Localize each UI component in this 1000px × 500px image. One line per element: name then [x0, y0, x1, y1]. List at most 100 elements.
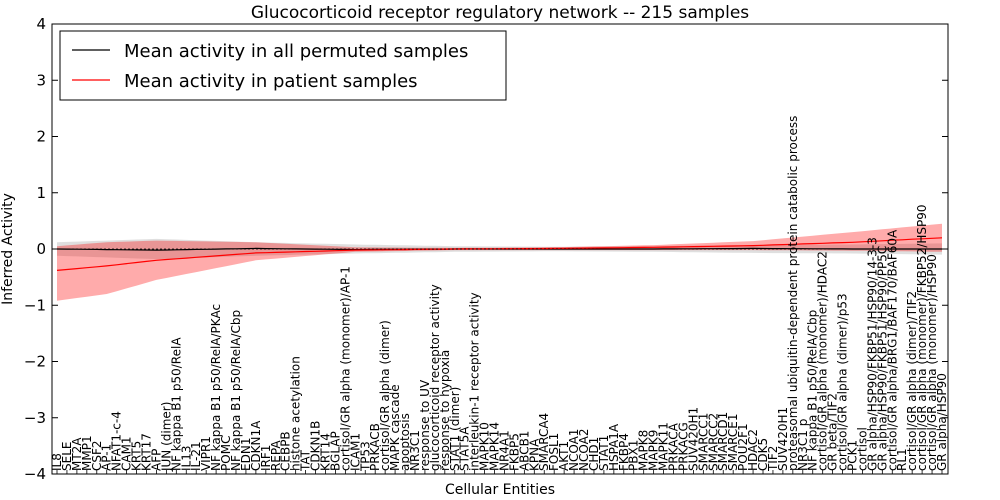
category-label: cortisol: [855, 427, 869, 471]
category-label: STAT1: [597, 435, 611, 471]
category-label: TIF2: [766, 446, 780, 472]
plot-frame: [51, 23, 949, 475]
y-tick-label: 2: [36, 128, 46, 146]
category-label: AFP: [149, 449, 163, 471]
category-label: NR3C1 p: [796, 419, 810, 471]
category-label: CAM1: [120, 436, 134, 471]
y-axis-ticks: −4 −3 −2 −1 0 1 2 3 4: [24, 15, 948, 483]
category-label: CDKN1A: [249, 420, 263, 471]
category-label: cortisol/GR alpha (monomer)/FKBP52/HSP90: [915, 204, 929, 471]
category-label: NFAT1-c-4: [110, 411, 124, 471]
y-tick-label: 1: [36, 184, 46, 202]
category-label: STAT5A: [458, 426, 472, 471]
y-tick-label: 0: [36, 240, 46, 258]
category-label: NF kappa B1 p50/RelA/Cbp: [229, 310, 243, 471]
y-tick-label: −3: [24, 409, 46, 427]
y-tick-label: −4: [24, 465, 46, 483]
category-label: FKBP4: [617, 433, 631, 471]
y-tick-label: −2: [24, 353, 46, 371]
category-label: cortisol/GR alpha (monomer)/AP-1: [338, 266, 352, 471]
category-label: glucocorticoid receptor activity: [428, 284, 442, 471]
category-label: GR alpha/HSP90: [935, 373, 949, 471]
category-label: BGLAP: [328, 431, 342, 471]
category-label: cortisol/GR alpha (dimer): [378, 320, 392, 471]
category-label: MAPK11: [657, 422, 671, 471]
category-label: IL13: [179, 446, 193, 472]
category-label: NR3C1: [408, 430, 422, 471]
y-tick-label: −1: [24, 296, 46, 314]
category-label: GR beta/TIF2: [826, 393, 840, 471]
legend-box: [59, 30, 507, 101]
legend-label-permuted: Mean activity in all permuted samples: [124, 41, 468, 62]
category-label: ABCB1: [517, 431, 531, 471]
category-label: KRT14: [319, 433, 333, 471]
category-label: REPA: [269, 440, 283, 471]
category-label: KRT5: [130, 441, 144, 471]
category-label: PRKACG: [677, 422, 691, 471]
category-labels: IL8SELEMT2AMMP1CSF2AP-1NFAT1-c-4CAM1KRT5…: [50, 116, 949, 474]
category-label: PBX1: [627, 440, 641, 471]
category-label: PRKACB: [368, 423, 382, 471]
category-label: NCOA1: [567, 429, 581, 471]
category-label: CHD1: [587, 437, 601, 471]
category-label: cortisol/GR alpha (monomer)/HSP90: [925, 254, 939, 471]
category-label: PCK1: [846, 440, 860, 471]
category-label: cortisol/GR alpha (dimer)/p53: [836, 293, 850, 471]
category-label: NF kappa B1 p50/RelA/Cbp: [806, 310, 820, 471]
category-label: TAT: [299, 449, 313, 472]
category-label: GR alpha/HSP90/FKBP51/HSP90/14-3-3: [865, 237, 879, 471]
category-label: cortisol/GR alpha (dimer)/TIF2: [905, 291, 919, 471]
category-label: ICAM1: [348, 433, 362, 471]
category-label: MAPK9: [647, 430, 661, 471]
category-label: NF kappa B1 p50/RelA: [169, 337, 183, 471]
category-label: SMARCA4: [537, 413, 551, 471]
legend-label-patient: Mean activity in patient samples: [124, 71, 418, 92]
category-label: AP-1: [100, 444, 114, 471]
line-patient: [56, 237, 943, 271]
category-label: POU2F1: [736, 423, 750, 471]
category-label: interleukin-1 receptor activity: [468, 292, 482, 471]
category-label: TP53: [358, 441, 372, 472]
category-label: MAPK cascade: [388, 384, 402, 471]
category-label: KPNA: [527, 438, 541, 471]
category-label: GR alpha/HSP90/FKBP51/HSP90/PP5C: [875, 246, 889, 471]
category-label: proteasomal ubiquitin-dependent protein …: [786, 116, 800, 471]
category-label: CDK5: [756, 438, 770, 471]
category-label: SUV420H1: [776, 407, 790, 471]
category-label: RL1: [895, 448, 909, 471]
category-label: SMARCD1: [716, 412, 730, 471]
legend: Mean activity in all permuted samples Me…: [59, 30, 507, 101]
band-patient: [57, 223, 942, 301]
category-label: CEBPB: [279, 431, 293, 471]
category-label: cortisol/GR alpha (monomer)/HDAC2: [816, 251, 830, 471]
category-label: MAPK14: [488, 422, 502, 471]
category-label: IL-21: [189, 441, 203, 471]
y-axis-label: Inferred Activity: [0, 193, 16, 305]
category-label: response to hypoxia: [438, 350, 452, 471]
category-label: PRKACA: [667, 422, 681, 471]
category-label: MAPK10: [478, 422, 492, 471]
category-label: IRF1: [259, 445, 273, 471]
category-label: SMARCC2: [706, 413, 720, 471]
category-label: AKT1: [557, 441, 571, 471]
category-label: histone acetylation: [289, 356, 303, 471]
category-label: SMARCC1: [696, 413, 710, 471]
category-label: MAPK8: [637, 430, 651, 471]
category-label: NR4A1: [498, 430, 512, 471]
category-label: NCOA2: [577, 429, 591, 471]
category-label: cortisol/GR alpha/BRG1/BAF170/BAF60A: [885, 229, 899, 471]
category-label: CSF2: [90, 440, 104, 471]
y-tick-label: 3: [36, 71, 46, 89]
category-label: MT2A: [70, 437, 84, 471]
category-label: KRT17: [140, 433, 154, 471]
category-label: VIPR1: [199, 436, 213, 471]
category-label: SUV420H1: [686, 407, 700, 471]
series-lines: [52, 237, 948, 271]
confidence-bands: [57, 223, 942, 301]
category-label: HDAC2: [746, 429, 760, 471]
category-label: JUN (dimer): [159, 402, 173, 472]
category-label: EDN1: [239, 438, 253, 471]
category-label: HSPA1A: [607, 423, 621, 471]
category-label: STAT1 (dimer): [448, 387, 462, 471]
y-tick-label: 4: [36, 15, 46, 33]
